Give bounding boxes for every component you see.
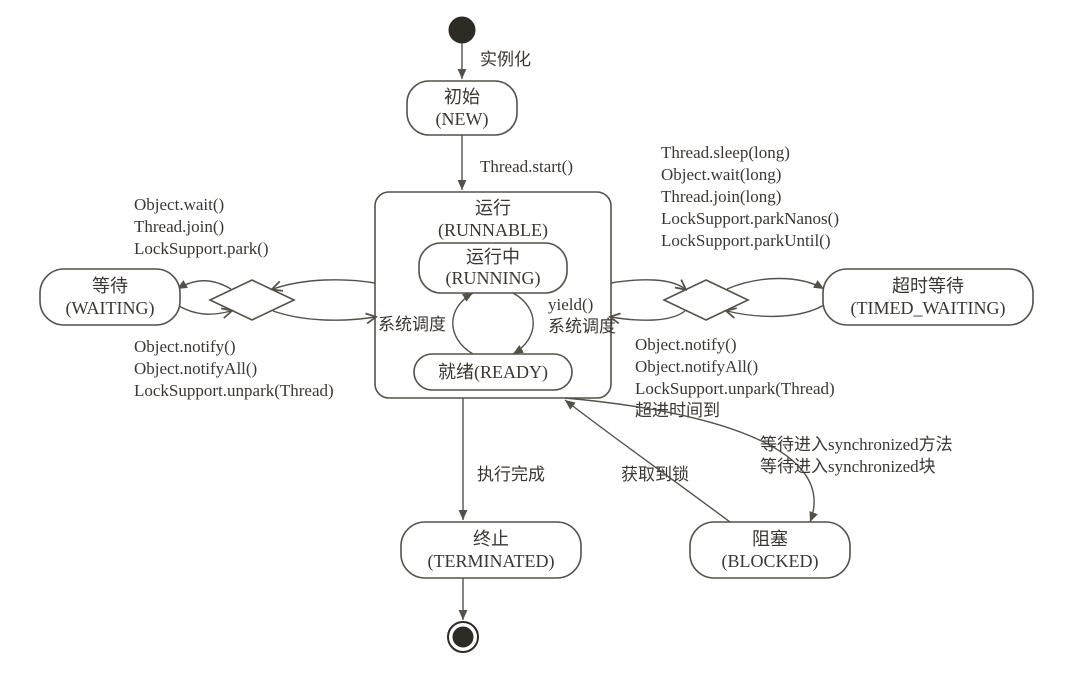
label-to-timed-2: Thread.join(long) — [661, 187, 781, 206]
node-timed-line2: (TIMED_WAITING) — [851, 298, 1006, 319]
label-from-timed-0: Object.notify() — [635, 335, 737, 354]
node-new-line1: 初始 — [444, 87, 480, 107]
node-waiting-line1: 等待 — [92, 276, 128, 296]
node-runnable-line1: 运行 — [475, 198, 511, 218]
edge-runnable-to-ldiamond — [273, 280, 375, 289]
edge-ldiamond-to-waiting — [177, 281, 231, 289]
label-to-blocked-1: 等待进入synchronized块 — [760, 457, 936, 476]
node-waiting-line2: (WAITING) — [66, 298, 155, 319]
label-yield: yield() — [548, 295, 593, 314]
initial-node — [449, 17, 475, 43]
label-from-timed-2: LockSupport.unpark(Thread) — [635, 379, 835, 398]
label-from-blocked: 获取到锁 — [621, 465, 689, 484]
label-yield2: 系统调度 — [548, 317, 616, 336]
label-from-timed-3: 超进时间到 — [635, 401, 720, 420]
label-to-waiting-2: LockSupport.park() — [134, 239, 269, 258]
label-from-waiting-0: Object.notify() — [134, 337, 236, 356]
label-to-waiting-0: Object.wait() — [134, 195, 224, 214]
node-runnable-line2: (RUNNABLE) — [438, 220, 548, 241]
label-to-timed-1: Object.wait(long) — [661, 165, 781, 184]
label-to-timed-0: Thread.sleep(long) — [661, 143, 790, 162]
label-to-waiting-1: Thread.join() — [134, 217, 224, 236]
label-to-timed-3: LockSupport.parkNanos() — [661, 209, 839, 228]
label-from-timed-1: Object.notifyAll() — [635, 357, 758, 376]
edge-rdiamond-to-runnable — [611, 311, 685, 320]
edge-timed-to-rdiamond — [727, 305, 824, 316]
edge-ldiamond-to-runnable — [273, 311, 375, 320]
label-thread-start: Thread.start() — [480, 157, 573, 176]
node-blocked-line2: (BLOCKED) — [722, 551, 819, 572]
label-scheduled: 系统调度 — [378, 315, 446, 334]
node-new-line2: (NEW) — [436, 109, 489, 130]
node-ready-line1: 就绪(READY) — [438, 362, 548, 383]
final-node-dot — [453, 627, 473, 647]
node-running-line2: (RUNNING) — [446, 268, 541, 289]
node-blocked-line1: 阻塞 — [752, 529, 788, 549]
label-instantiate: 实例化 — [480, 50, 531, 69]
edge-runnable-to-rdiamond — [611, 280, 685, 289]
label-from-waiting-2: LockSupport.unpark(Thread) — [134, 381, 334, 400]
state-diagram: 实例化 初始 (NEW) Thread.start() 运行 (RUNNABLE… — [0, 0, 1080, 688]
node-timed-line1: 超时等待 — [892, 276, 964, 296]
edge-rdiamond-to-timed — [727, 279, 824, 290]
label-to-timed-4: LockSupport.parkUntil() — [661, 231, 831, 250]
label-to-blocked-0: 等待进入synchronized方法 — [760, 435, 953, 454]
node-running-line1: 运行中 — [466, 247, 520, 267]
node-terminated-line1: 终止 — [473, 529, 509, 549]
label-from-waiting-1: Object.notifyAll() — [134, 359, 257, 378]
label-run-term: 执行完成 — [477, 465, 545, 484]
node-terminated-line2: (TERMINATED) — [428, 551, 555, 572]
